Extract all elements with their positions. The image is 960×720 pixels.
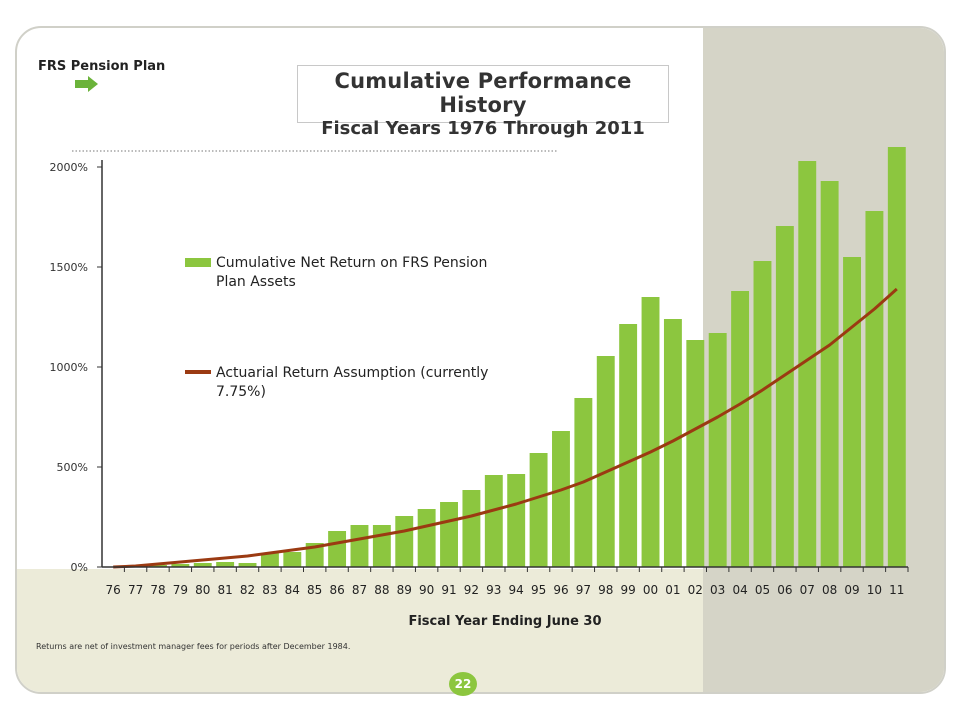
bar-83 (260, 553, 279, 567)
page-number-badge: 22 (449, 672, 477, 696)
x-tick-label: 79 (173, 583, 188, 597)
x-tick-label: 05 (755, 583, 770, 597)
bar-02 (686, 340, 705, 567)
x-tick-label: 10 (867, 583, 882, 597)
bar-78 (149, 565, 167, 567)
bar-09 (843, 257, 861, 567)
x-tick-label: 84 (285, 583, 300, 597)
x-tick-label: 77 (128, 583, 143, 597)
bar-04 (731, 291, 750, 567)
bar-86 (328, 531, 347, 567)
x-tick-label: 04 (732, 583, 747, 597)
y-tick-label: 500% (57, 461, 88, 474)
bar-87 (350, 525, 369, 567)
x-tick-label: 91 (441, 583, 456, 597)
x-tick-label: 82 (240, 583, 255, 597)
right-arrow-icon (75, 76, 98, 92)
bar-08 (820, 181, 839, 567)
x-tick-label: 07 (800, 583, 815, 597)
x-tick-label: 94 (509, 583, 524, 597)
bar-79 (171, 564, 190, 567)
x-tick-label: 76 (106, 583, 121, 597)
legend-line-label: Actuarial Return Assumption (currently 7.… (216, 365, 488, 400)
bar-10 (865, 211, 884, 567)
bar-11 (887, 147, 906, 567)
x-tick-label: 92 (464, 583, 479, 597)
chart-title-box: Cumulative Performance History Fiscal Ye… (297, 65, 669, 139)
x-tick-label: 98 (598, 583, 613, 597)
x-tick-label: 99 (620, 583, 635, 597)
y-tick-label: 1000% (50, 361, 88, 374)
bar-95 (529, 453, 548, 567)
bar-03 (708, 333, 727, 567)
x-tick-label: 89 (397, 583, 412, 597)
bar-90 (417, 509, 436, 567)
bar-99 (619, 324, 638, 567)
y-tick-label: 0% (71, 561, 88, 574)
x-tick-label: 00 (643, 583, 658, 597)
bar-91 (440, 502, 458, 567)
bar-05 (753, 261, 772, 567)
bar-92 (462, 490, 481, 567)
bar-84 (283, 552, 302, 567)
x-tick-label: 88 (374, 583, 389, 597)
plan-label: FRS Pension Plan (38, 59, 166, 74)
chart-subtitle: Fiscal Years 1976 Through 2011 (321, 118, 645, 139)
bar-96 (552, 431, 570, 567)
x-tick-label: 08 (822, 583, 837, 597)
x-axis-title: Fiscal Year Ending June 30 (408, 614, 601, 629)
y-tick-label: 2000% (50, 161, 88, 174)
bar-07 (798, 161, 817, 567)
x-tick-label: 02 (688, 583, 703, 597)
x-tick-label: 85 (307, 583, 322, 597)
bar-81 (216, 562, 235, 567)
legend-bar-swatch (185, 258, 211, 267)
x-tick-label: 83 (262, 583, 277, 597)
legend-bar-label: Cumulative Net Return on FRS Pension Plan… (216, 255, 487, 290)
footnote: Returns are net of investment manager fe… (36, 642, 351, 651)
bar-93 (484, 475, 503, 567)
x-tick-label: 03 (710, 583, 725, 597)
bar-06 (775, 226, 794, 567)
chart-title: Cumulative Performance History (334, 69, 632, 117)
bar-98 (596, 356, 615, 567)
bar-00 (641, 297, 660, 567)
y-tick-label: 1500% (50, 261, 88, 274)
x-tick-label: 81 (217, 583, 232, 597)
x-tick-label: 93 (486, 583, 501, 597)
x-tick-label: 95 (531, 583, 546, 597)
bar-82 (238, 563, 257, 567)
x-tick-label: 96 (553, 583, 568, 597)
x-tick-label: 01 (665, 583, 680, 597)
bar-89 (395, 516, 414, 567)
x-tick-label: 87 (352, 583, 367, 597)
x-tick-label: 09 (844, 583, 859, 597)
bar-88 (372, 525, 391, 567)
actuarial-assumption-line (113, 287, 898, 569)
x-tick-label: 86 (329, 583, 344, 597)
x-tick-label: 90 (419, 583, 434, 597)
bar-80 (193, 563, 212, 567)
bar-01 (663, 319, 682, 567)
x-tick-label: 11 (889, 583, 904, 597)
bar-94 (507, 474, 526, 567)
x-tick-label: 78 (150, 583, 165, 597)
x-tick-label: 80 (195, 583, 210, 597)
x-tick-label: 97 (576, 583, 591, 597)
x-tick-label: 06 (777, 583, 792, 597)
